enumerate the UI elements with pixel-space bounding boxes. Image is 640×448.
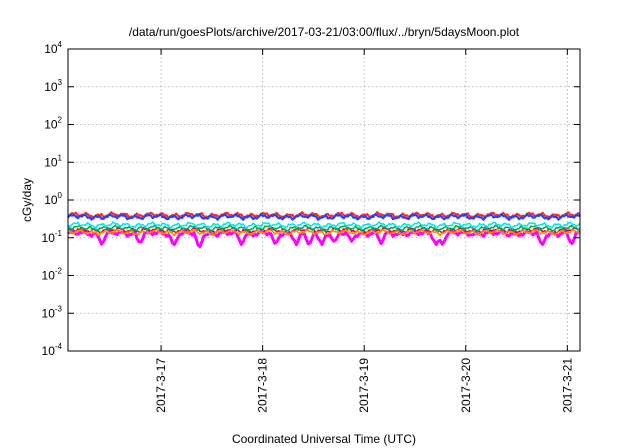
y-tick-label: 100 [44,191,62,207]
y-axis-label: cGy/day [20,178,34,222]
x-tick-label: 2017-3-17 [154,358,168,413]
series-line [66,229,581,248]
series-line [67,221,581,230]
x-tick-label: 2017-3-19 [357,358,371,413]
y-tick-label: 102 [44,116,62,132]
tick-marks [68,48,580,352]
grid-lines [68,49,580,351]
series-line [67,224,581,233]
x-tick-label: 2017-3-18 [256,358,270,413]
y-tick-label: 10-1 [42,229,63,245]
series-line [67,213,581,221]
chart-title: /data/run/goesPlots/archive/2017-03-21/0… [129,25,520,39]
y-tick-label: 10-3 [42,304,63,320]
y-tick-labels: 10-4 10-3 10-2 10-1 100 101 102 103 104 [42,40,63,358]
series-line [68,228,581,237]
x-tick-labels: 2017-3-17 2017-3-18 2017-3-19 2017-3-20 2017… [154,358,574,413]
y-tick-label: 103 [44,78,62,94]
y-tick-label: 104 [44,40,62,56]
y-tick-label: 10-2 [42,267,63,283]
x-tick-label: 2017-3-21 [560,358,574,413]
series-line [67,226,581,235]
x-tick-label: 2017-3-20 [459,358,473,413]
y-tick-label: 101 [44,153,62,169]
x-axis-label: Coordinated Universal Time (UTC) [232,432,416,446]
y-tick-label: 10-4 [42,342,63,358]
series-group [66,211,581,248]
